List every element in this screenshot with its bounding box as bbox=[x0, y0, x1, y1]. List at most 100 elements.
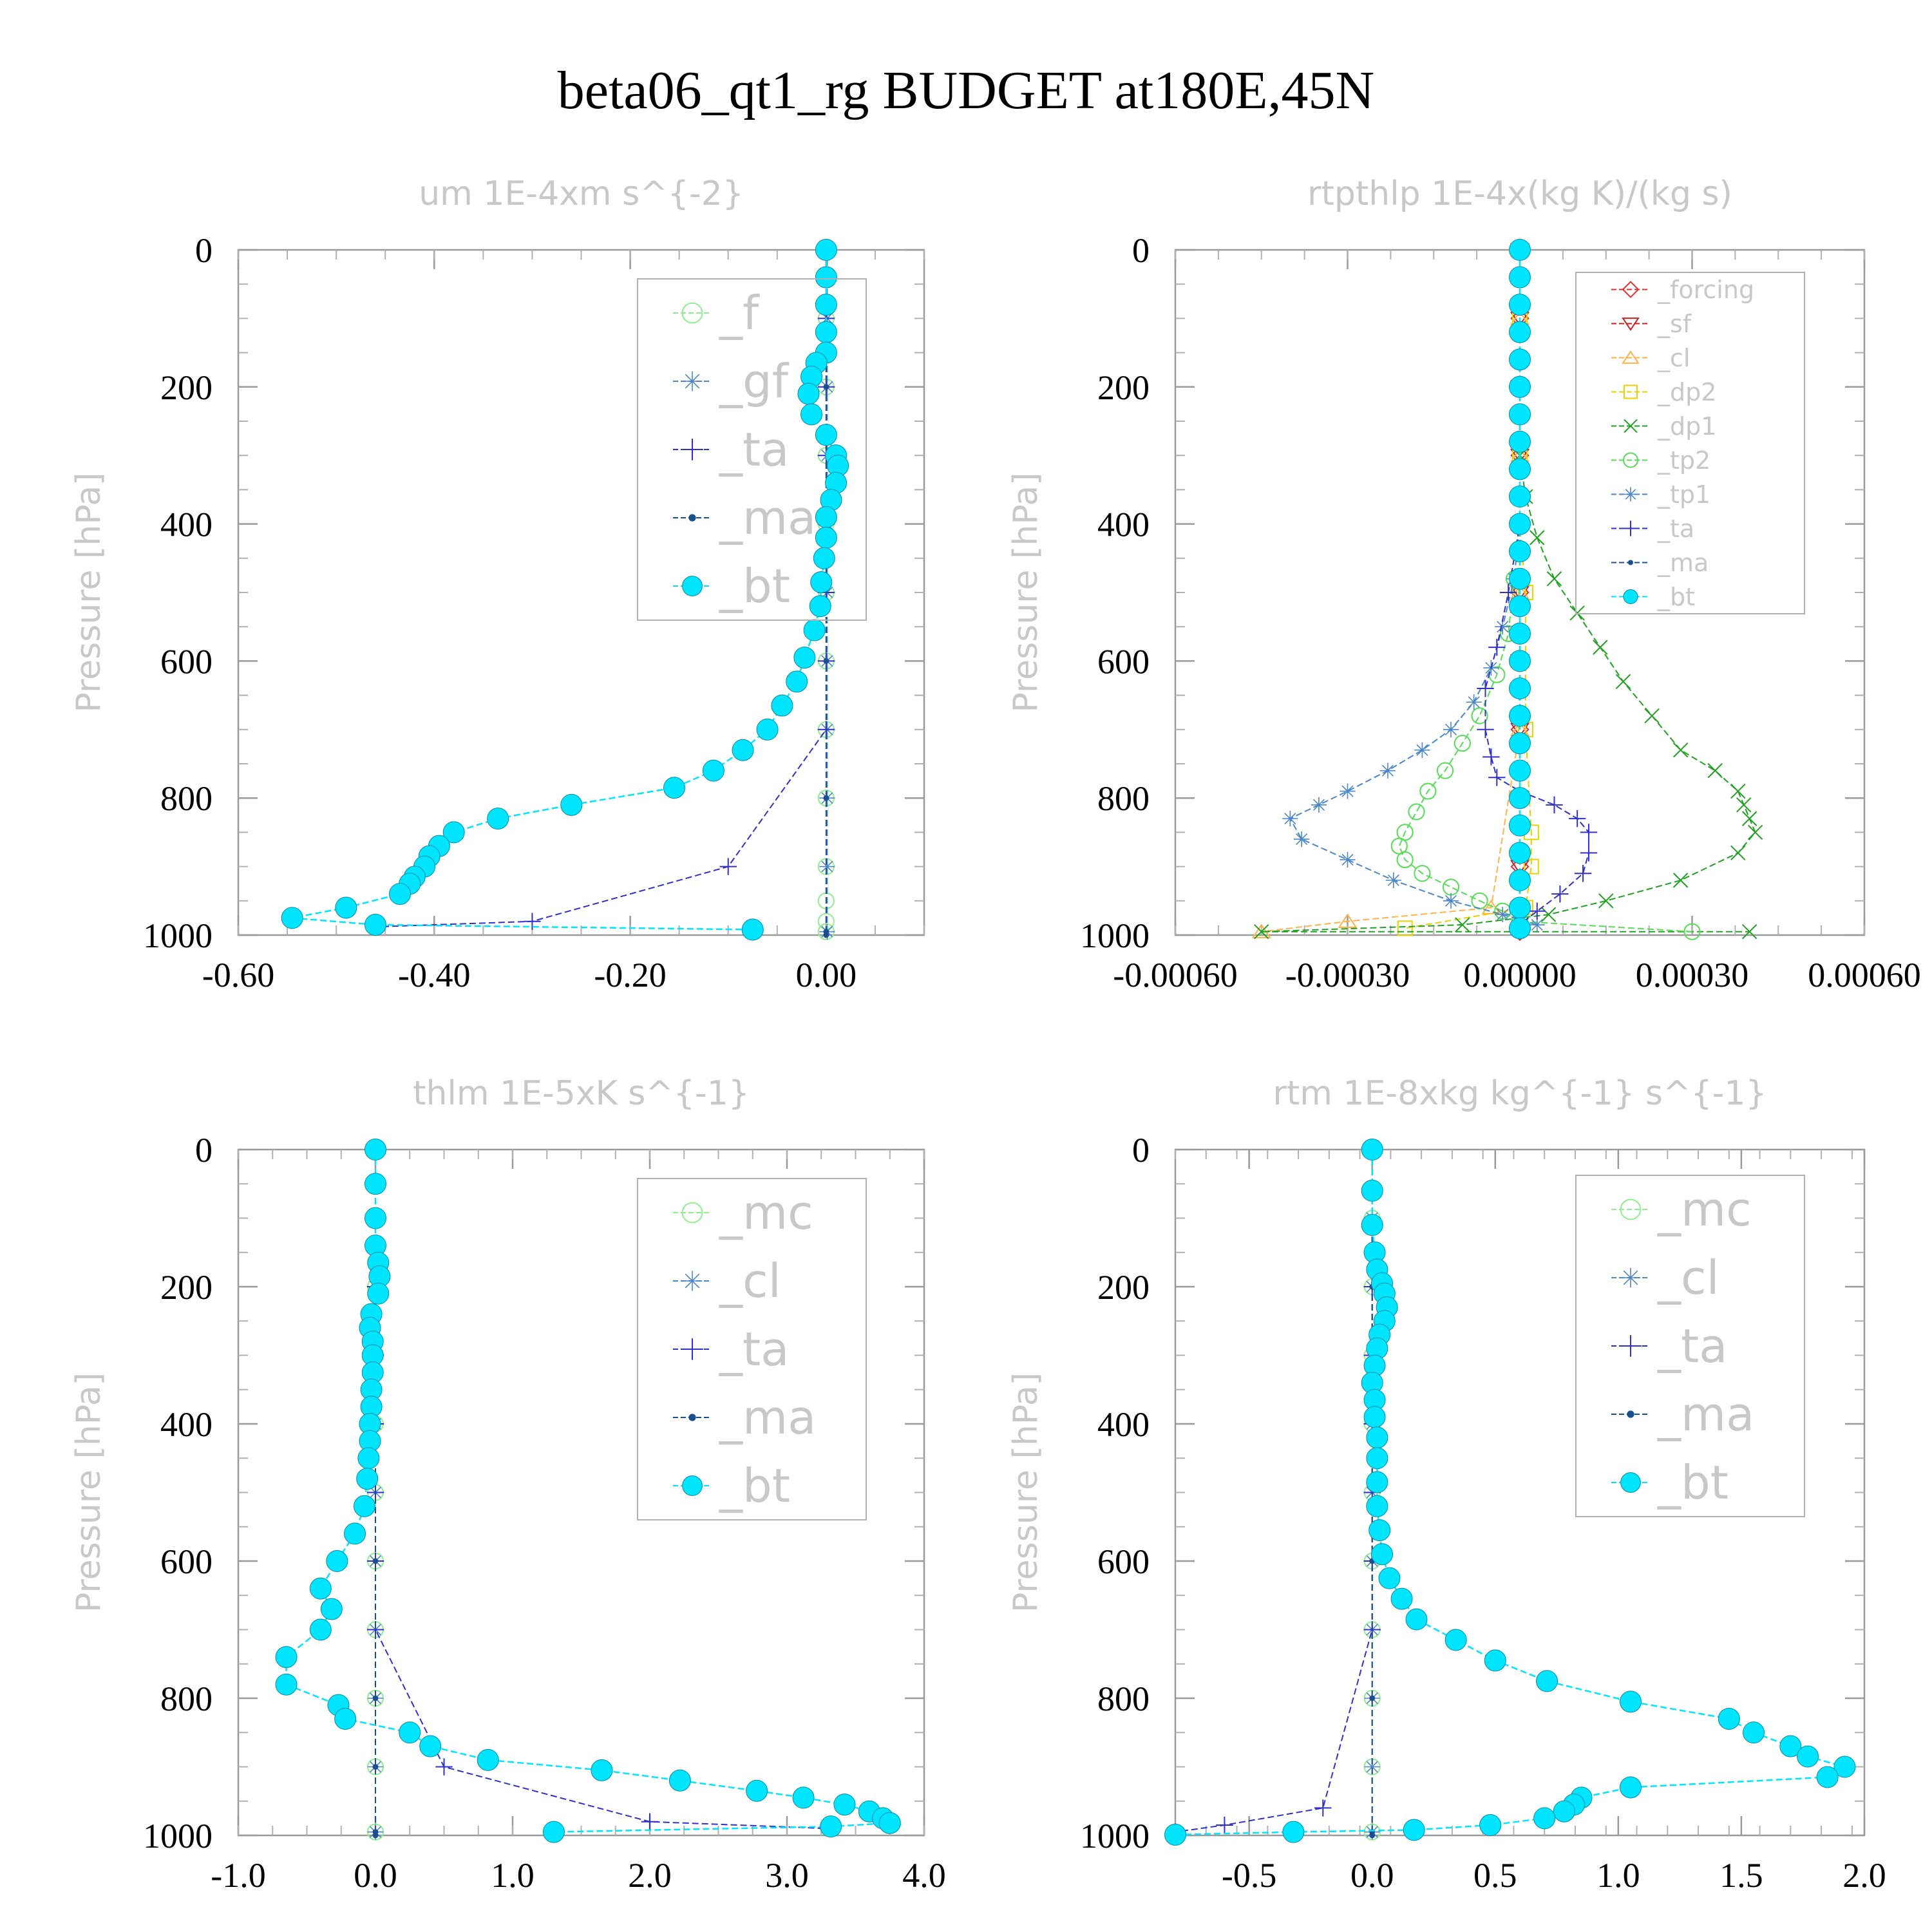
data-point bbox=[1471, 707, 1488, 724]
x-tick-label: 1.0 bbox=[491, 1856, 535, 1895]
x-tick-label: 0.00060 bbox=[1808, 956, 1921, 994]
series-bt bbox=[281, 239, 849, 941]
data-point bbox=[591, 1759, 613, 1781]
data-point bbox=[365, 1207, 386, 1229]
series-ta bbox=[1477, 241, 1598, 934]
y-axis-label: Pressure [hPa] bbox=[70, 1372, 108, 1613]
series-tp2 bbox=[1390, 241, 1701, 940]
data-point bbox=[1282, 811, 1298, 827]
legend-label: _dp1 bbox=[1657, 412, 1716, 440]
data-point bbox=[357, 1447, 380, 1470]
legend-marker bbox=[688, 514, 696, 522]
series-ta bbox=[1166, 1141, 1381, 1841]
data-point bbox=[1364, 1759, 1380, 1775]
legend-box bbox=[637, 1178, 867, 1520]
legend-label: _ma bbox=[1657, 1387, 1754, 1441]
data-point bbox=[1466, 694, 1482, 710]
x-tick-label: -0.00060 bbox=[1113, 956, 1237, 994]
data-point bbox=[1509, 430, 1531, 453]
data-point bbox=[1254, 923, 1269, 940]
data-point bbox=[1593, 639, 1608, 655]
data-point bbox=[815, 424, 837, 446]
data-point bbox=[356, 1468, 379, 1490]
data-point bbox=[1509, 814, 1531, 837]
data-point bbox=[732, 739, 754, 761]
legend-marker bbox=[1623, 452, 1638, 468]
data-point bbox=[1366, 1495, 1388, 1517]
data-point bbox=[1546, 571, 1562, 587]
series-line bbox=[1289, 250, 1538, 925]
legend-label: _bt bbox=[719, 1459, 790, 1513]
y-tick-label: 400 bbox=[1097, 1405, 1150, 1444]
data-point bbox=[1488, 638, 1506, 656]
data-point bbox=[1338, 913, 1358, 928]
panel-2: rtpthlp 1E-4x(kg K)/(kg s) Pressure [hPa]… bbox=[1007, 175, 1921, 994]
y-tick-label: 200 bbox=[1097, 1268, 1150, 1307]
legend: _mc _cl _ta _ma _bt bbox=[1575, 1175, 1805, 1517]
data-point bbox=[820, 1815, 842, 1838]
x-tick-label: 2.0 bbox=[628, 1856, 672, 1895]
data-point bbox=[756, 718, 779, 741]
legend-marker bbox=[682, 1475, 703, 1496]
y-tick-label: 800 bbox=[1097, 779, 1150, 818]
data-point bbox=[1574, 865, 1592, 882]
x-tick-label: -0.5 bbox=[1222, 1856, 1276, 1895]
legend: _mc _cl _ta _ma _bt bbox=[637, 1178, 867, 1520]
data-point bbox=[435, 1758, 453, 1776]
legend-box bbox=[637, 278, 867, 621]
data-point bbox=[1363, 1406, 1386, 1428]
legend-marker bbox=[1624, 487, 1638, 502]
data-point bbox=[1509, 732, 1531, 755]
series-line bbox=[1261, 250, 1756, 933]
data-point bbox=[281, 907, 303, 929]
legend-marker bbox=[682, 576, 703, 596]
x-tick-label: -0.00030 bbox=[1285, 956, 1410, 994]
data-point bbox=[1619, 1776, 1642, 1799]
y-tick-label: 600 bbox=[160, 1542, 213, 1581]
data-point bbox=[309, 1618, 332, 1641]
legend-label: _ma bbox=[719, 491, 816, 545]
legend-marker bbox=[1620, 1472, 1641, 1493]
data-point bbox=[1619, 1690, 1642, 1713]
data-point bbox=[399, 1721, 421, 1744]
y-tick-label: 1000 bbox=[1080, 1817, 1150, 1855]
data-point bbox=[1371, 1543, 1393, 1566]
panel-title: thlm 1E-5xK s^{-1} bbox=[413, 1074, 750, 1113]
x-tick-label: -0.40 bbox=[398, 956, 470, 994]
data-point bbox=[1598, 893, 1614, 909]
data-point bbox=[1509, 896, 1531, 919]
data-point bbox=[1551, 885, 1569, 903]
data-point bbox=[1580, 824, 1598, 841]
data-point bbox=[1408, 803, 1425, 820]
data-point bbox=[1294, 831, 1310, 848]
legend-label: _gf bbox=[719, 354, 790, 408]
legend-marker bbox=[1624, 419, 1638, 433]
legend-marker bbox=[681, 1338, 703, 1360]
data-point bbox=[365, 1139, 386, 1160]
data-point bbox=[1509, 759, 1531, 782]
data-point bbox=[809, 595, 831, 618]
data-point bbox=[1390, 1587, 1413, 1610]
y-tick-label: 600 bbox=[160, 642, 213, 681]
data-point bbox=[1672, 743, 1689, 758]
y-tick-label: 800 bbox=[160, 779, 213, 818]
legend-label: _cl bbox=[1657, 1251, 1719, 1305]
data-point bbox=[524, 913, 541, 930]
data-point bbox=[372, 1695, 379, 1701]
y-tick-label: 200 bbox=[160, 1268, 213, 1307]
y-tick-label: 400 bbox=[160, 1405, 213, 1444]
data-point bbox=[1369, 1695, 1376, 1701]
legend-label: _ta bbox=[719, 1322, 789, 1376]
data-point bbox=[372, 1764, 379, 1770]
data-point bbox=[1488, 769, 1506, 786]
legend-marker bbox=[1620, 1335, 1642, 1357]
legend-marker bbox=[682, 1271, 703, 1291]
data-point bbox=[1580, 844, 1598, 862]
data-point bbox=[1743, 1721, 1765, 1744]
data-point bbox=[334, 1707, 357, 1730]
legend: _f _gf _ta _ma _bt bbox=[637, 278, 867, 621]
data-point bbox=[1378, 1567, 1401, 1589]
legend-marker bbox=[681, 439, 703, 460]
y-axis-label: Pressure [hPa] bbox=[1007, 1372, 1045, 1613]
x-tick-label: 1.5 bbox=[1719, 1856, 1763, 1895]
